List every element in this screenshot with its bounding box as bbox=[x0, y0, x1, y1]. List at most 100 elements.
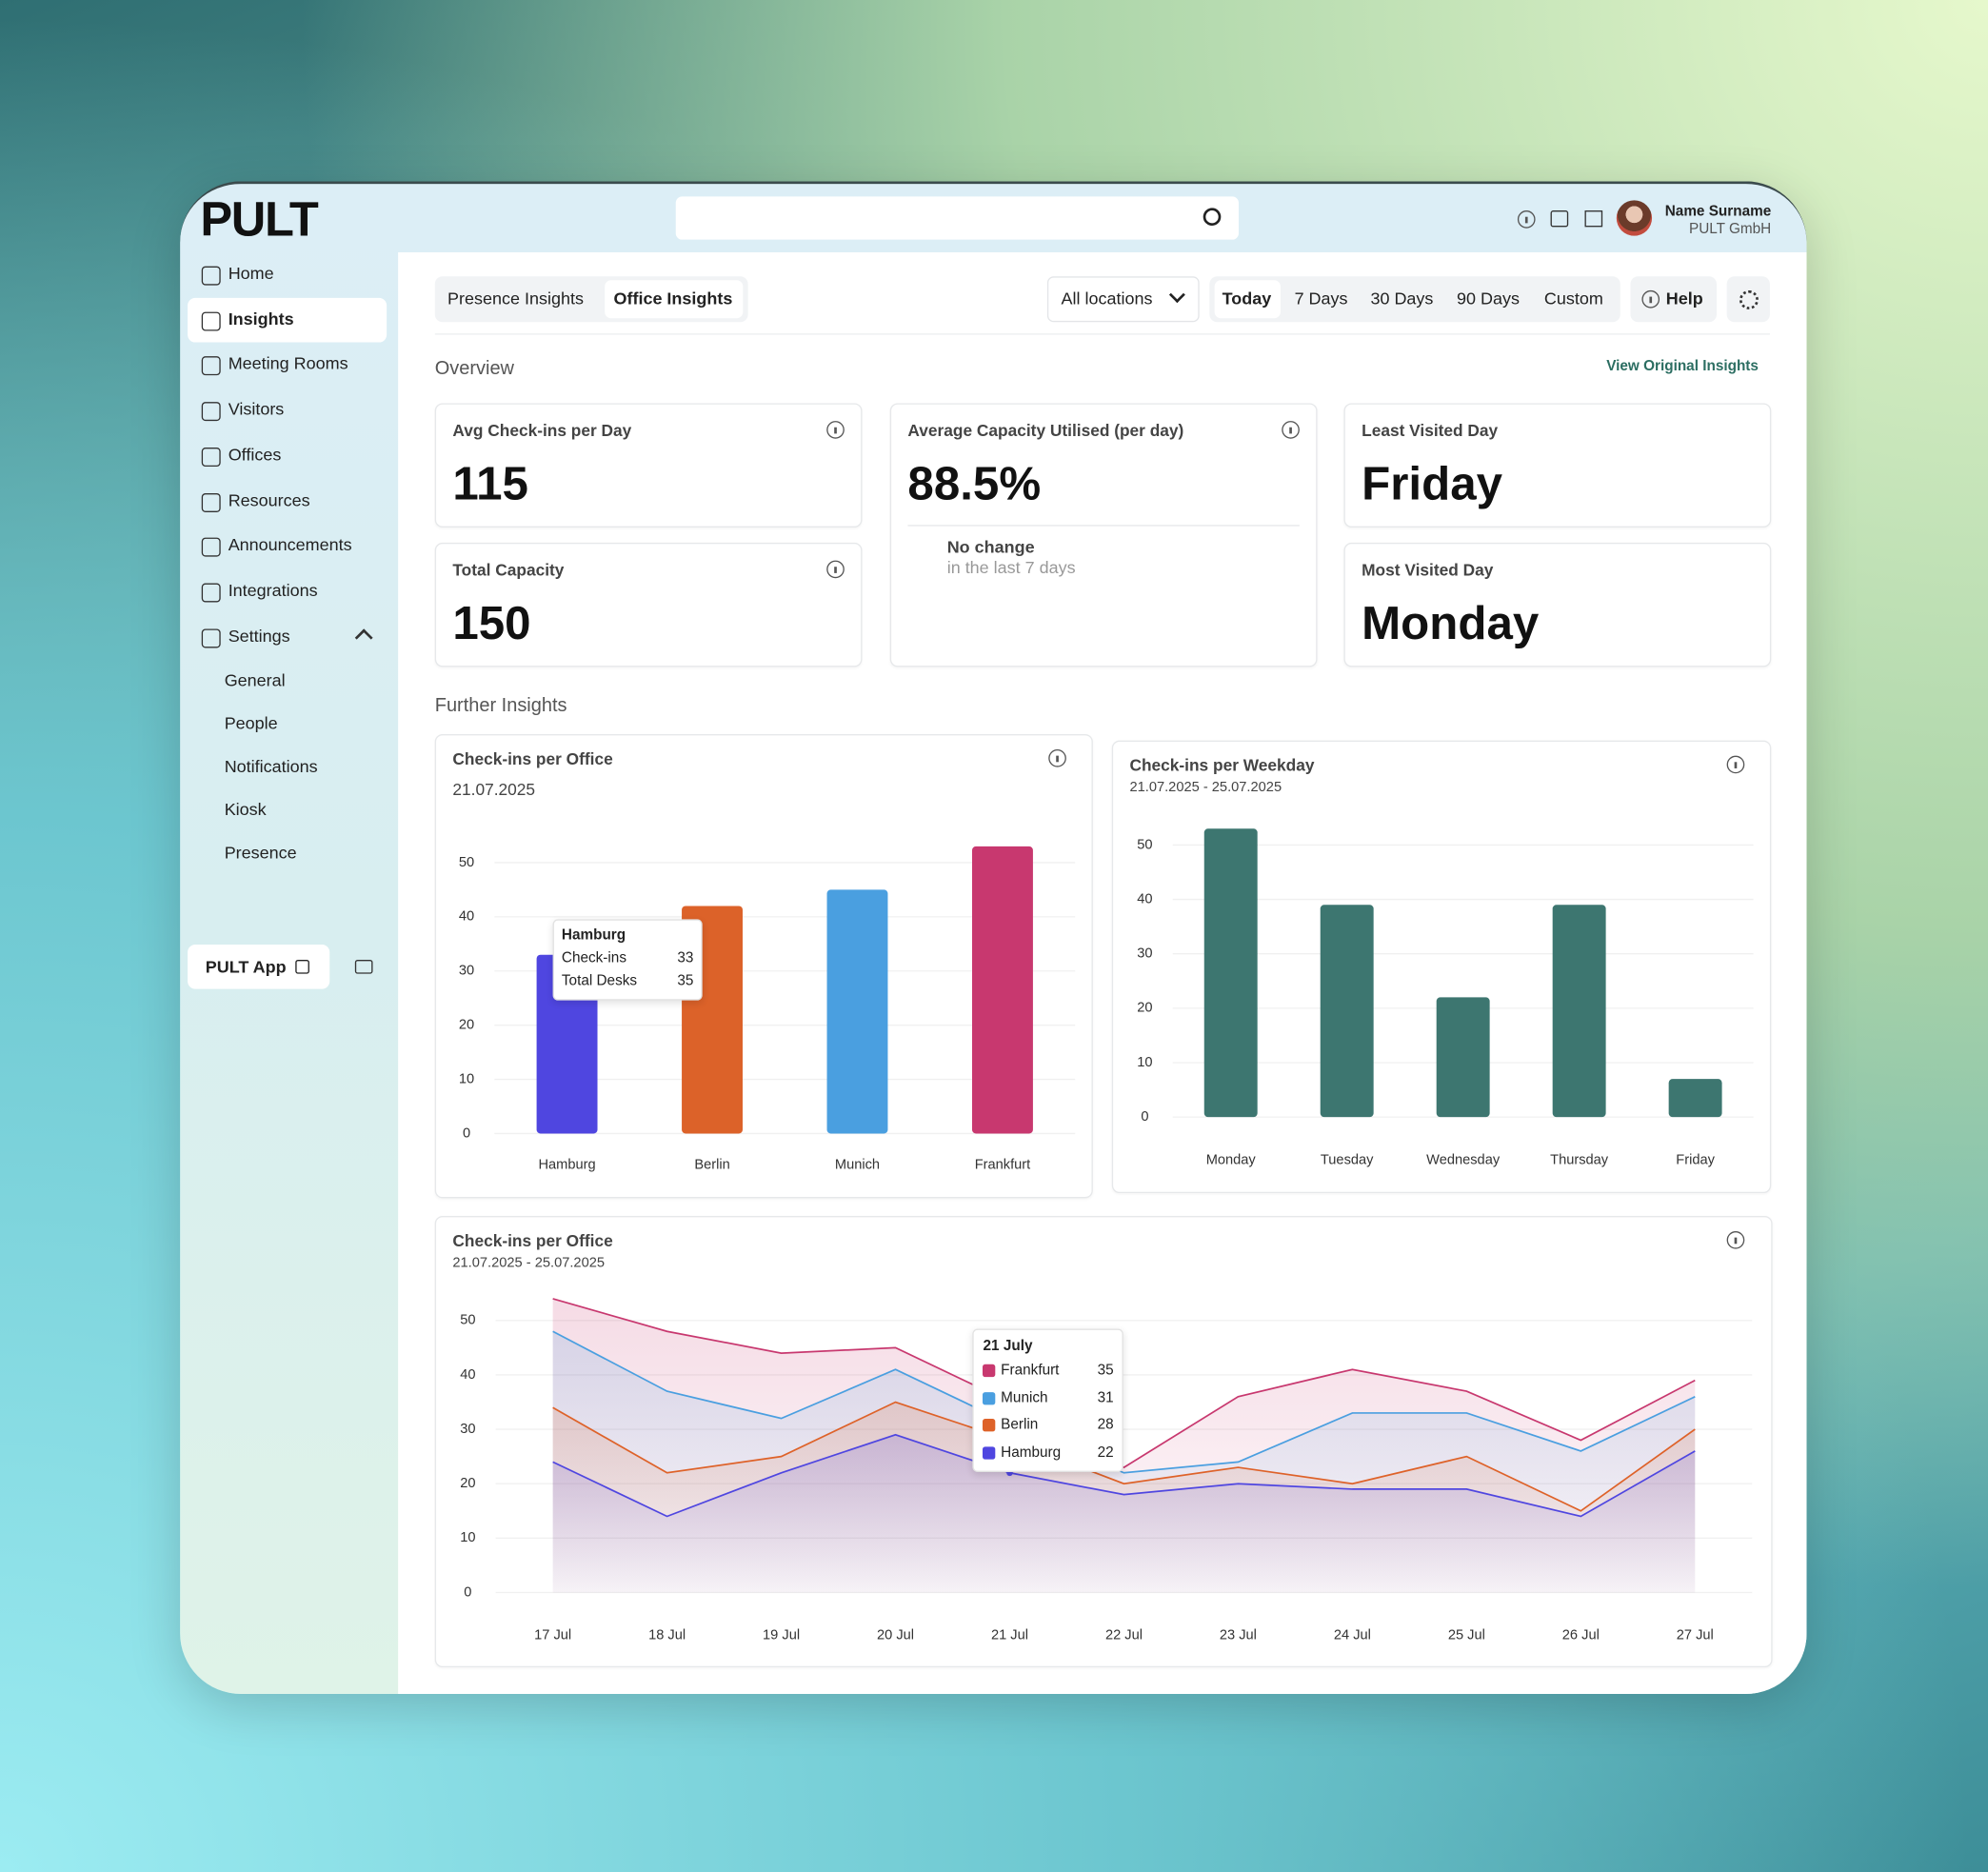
kpi-label: Most Visited Day bbox=[1362, 560, 1494, 580]
chart-subtitle: 21.07.2025 bbox=[452, 779, 536, 799]
gear-icon bbox=[1739, 289, 1759, 309]
nav-subitem[interactable]: People bbox=[224, 713, 278, 733]
range[interactable]: Custom bbox=[1543, 289, 1603, 309]
kpi-label: Least Visited Day bbox=[1362, 421, 1499, 441]
avatar[interactable] bbox=[1616, 200, 1653, 236]
tooltip-title: Hamburg bbox=[561, 927, 626, 944]
chart-card bbox=[1111, 740, 1772, 1194]
nav-subitem[interactable]: Presence bbox=[224, 843, 297, 863]
period: in the last 7 days bbox=[946, 557, 1076, 577]
chevron[interactable] bbox=[354, 628, 373, 647]
tooltip: 21 July Frankfurt 35 Munich 31 Berlin 28 Hambur… bbox=[972, 1328, 1124, 1472]
section-title: Further Insights bbox=[434, 694, 567, 717]
range-active bbox=[1214, 280, 1281, 319]
nav-item[interactable]: Visitors bbox=[228, 399, 285, 419]
info-icon bbox=[826, 421, 845, 439]
kpi-label: Average Capacity Utilised (per day) bbox=[907, 421, 1184, 441]
kpi-value: 115 bbox=[452, 457, 528, 510]
nav-icon bbox=[201, 356, 221, 376]
nav-subitem[interactable]: Kiosk bbox=[224, 800, 267, 820]
nav-icon bbox=[201, 492, 221, 512]
tooltip: Hamburg Check-ins 33 Total Desks 35 bbox=[552, 919, 703, 1001]
nav-icon bbox=[201, 447, 221, 467]
gift-icon[interactable] bbox=[1584, 210, 1603, 228]
nav-icon bbox=[201, 402, 221, 422]
nav-icon bbox=[201, 266, 221, 286]
nav-subitem[interactable]: General bbox=[224, 670, 286, 690]
link[interactable]: View Original Insights bbox=[1606, 358, 1759, 374]
range[interactable]: Today bbox=[1222, 289, 1272, 309]
nav-subitem[interactable]: Notifications bbox=[224, 756, 318, 776]
tooltip-value: 31 bbox=[1097, 1390, 1114, 1406]
kpi-value: Monday bbox=[1362, 597, 1540, 649]
legend-swatch bbox=[983, 1364, 996, 1378]
kpi-value: Friday bbox=[1362, 457, 1503, 510]
help-label: Help bbox=[1665, 289, 1703, 309]
kpi-label: Total Capacity bbox=[452, 560, 565, 580]
tab[interactable]: Presence Insights bbox=[447, 289, 584, 309]
kpi-label: Avg Check-ins per Day bbox=[452, 421, 632, 441]
chart-card bbox=[434, 733, 1093, 1199]
tab-active bbox=[605, 280, 744, 319]
company: PULT GmbH bbox=[1689, 222, 1772, 238]
kpi-card: Least Visited Day Friday bbox=[1343, 403, 1772, 528]
kpi-value: 88.5% bbox=[907, 457, 1042, 510]
nav-item[interactable]: Integrations bbox=[228, 580, 318, 600]
chevron bbox=[1168, 287, 1185, 304]
legend-swatch bbox=[983, 1419, 996, 1432]
app-button[interactable]: PULT App bbox=[188, 945, 330, 989]
range[interactable]: 30 Days bbox=[1370, 289, 1434, 309]
logo: PULT bbox=[200, 193, 318, 248]
help-button[interactable]: Help bbox=[1630, 276, 1717, 323]
kpi-card: Most Visited Day Monday bbox=[1343, 542, 1772, 667]
range[interactable]: 90 Days bbox=[1457, 289, 1520, 309]
help-icon[interactable] bbox=[1517, 210, 1536, 229]
info-icon bbox=[826, 560, 845, 579]
info-icon bbox=[1048, 748, 1066, 767]
chart-subtitle: 21.07.2025 - 25.07.2025 bbox=[452, 1255, 606, 1271]
chart-title: Check-ins per Weekday bbox=[1129, 755, 1315, 775]
help-icon bbox=[1641, 289, 1660, 309]
nav-item[interactable]: Settings bbox=[228, 626, 290, 646]
tooltip-label: Check-ins bbox=[561, 950, 626, 966]
nav-item[interactable]: Offices bbox=[228, 445, 282, 465]
announce-icon[interactable] bbox=[1550, 210, 1569, 228]
search-icon bbox=[1203, 208, 1222, 227]
nav-icon bbox=[201, 537, 221, 557]
kpi-value: 150 bbox=[452, 597, 531, 649]
collapse-icon[interactable] bbox=[354, 960, 373, 974]
legend-label: Hamburg bbox=[1001, 1444, 1062, 1461]
location-dropdown[interactable]: All locations bbox=[1046, 276, 1200, 323]
divider bbox=[434, 333, 1770, 335]
change: No change bbox=[946, 537, 1035, 557]
search-bar[interactable] bbox=[675, 196, 1239, 240]
tab[interactable]: Office Insights bbox=[613, 289, 733, 309]
chart-title: Check-ins per Office bbox=[452, 1230, 613, 1250]
nav-icon bbox=[201, 311, 221, 331]
settings-button[interactable] bbox=[1726, 276, 1770, 323]
kpi-card: Average Capacity Utilised (per day) 88.5%… bbox=[889, 403, 1318, 667]
tooltip-title: 21 July bbox=[983, 1339, 1033, 1355]
nav-item[interactable]: Resources bbox=[228, 489, 310, 509]
info-icon bbox=[1726, 755, 1745, 774]
divider bbox=[907, 525, 1300, 527]
nav-icon bbox=[201, 583, 221, 603]
info-icon bbox=[1726, 1230, 1745, 1249]
nav-icon bbox=[201, 627, 221, 647]
nav-item[interactable]: Insights bbox=[228, 309, 294, 329]
external-icon bbox=[295, 960, 309, 974]
kpi-card: Avg Check-ins per Day 115 bbox=[434, 403, 863, 528]
tooltip-value: 28 bbox=[1097, 1417, 1114, 1433]
tooltip-value: 35 bbox=[677, 973, 694, 989]
tooltip-value: 33 bbox=[677, 950, 694, 966]
nav-item[interactable]: Home bbox=[228, 263, 274, 283]
legend-label: Berlin bbox=[1001, 1417, 1039, 1433]
nav-item[interactable]: Meeting Rooms bbox=[228, 354, 348, 374]
legend-swatch bbox=[983, 1445, 996, 1460]
chart-title: Check-ins per Office bbox=[452, 748, 613, 768]
range[interactable]: 7 Days bbox=[1294, 289, 1348, 309]
nav-item[interactable]: Announcements bbox=[228, 535, 352, 555]
user-name: Name Surname bbox=[1664, 204, 1772, 220]
